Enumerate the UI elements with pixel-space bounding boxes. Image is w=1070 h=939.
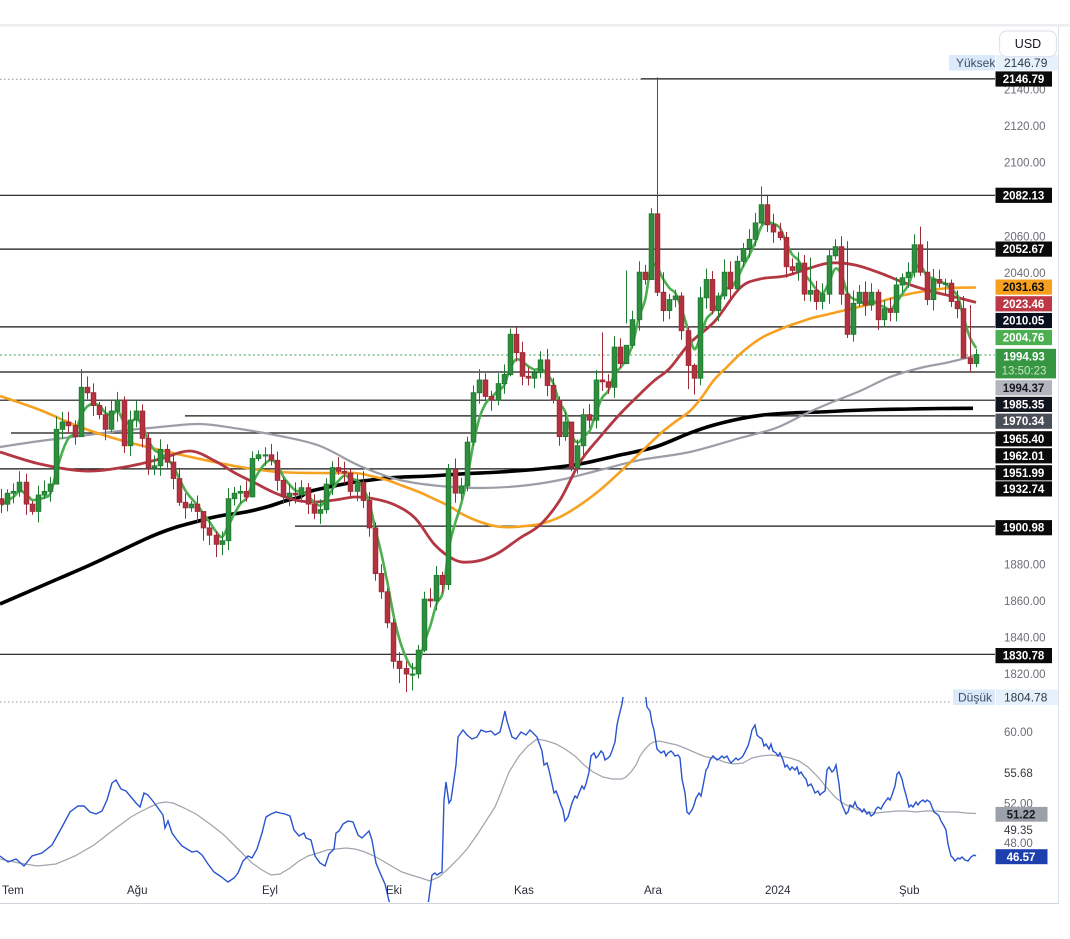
svg-text:Eki: Eki	[386, 885, 402, 897]
svg-text:Ağu: Ağu	[127, 885, 147, 897]
svg-text:2052.67: 2052.67	[1003, 244, 1045, 256]
svg-text:1994.37: 1994.37	[1003, 383, 1045, 395]
svg-text:Eyl: Eyl	[262, 885, 278, 897]
svg-text:1965.40: 1965.40	[1003, 434, 1045, 446]
svg-text:1860.00: 1860.00	[1004, 596, 1046, 608]
svg-text:Ara: Ara	[644, 885, 663, 897]
svg-text:1985.35: 1985.35	[1003, 399, 1045, 411]
svg-text:2004.76: 2004.76	[1003, 333, 1045, 345]
svg-text:2146.79: 2146.79	[1003, 74, 1045, 86]
svg-text:1900.98: 1900.98	[1003, 523, 1045, 535]
svg-text:60.00: 60.00	[1004, 727, 1033, 739]
svg-text:2060.00: 2060.00	[1004, 232, 1046, 244]
svg-text:55.68: 55.68	[1004, 768, 1033, 780]
svg-text:1962.01: 1962.01	[1003, 451, 1045, 463]
svg-text:1820.00: 1820.00	[1004, 669, 1046, 681]
svg-text:Şub: Şub	[899, 885, 919, 897]
svg-text:2024: 2024	[765, 885, 791, 897]
svg-text:46.57: 46.57	[1007, 852, 1036, 864]
svg-text:2023.46: 2023.46	[1003, 299, 1045, 311]
svg-text:1994.93: 1994.93	[1003, 352, 1045, 364]
svg-text:1951.99: 1951.99	[1003, 468, 1045, 480]
svg-text:1970.34: 1970.34	[1003, 416, 1045, 428]
svg-text:2100.00: 2100.00	[1004, 158, 1046, 170]
svg-text:1880.00: 1880.00	[1004, 559, 1046, 571]
svg-text:Kas: Kas	[514, 885, 534, 897]
svg-text:USD: USD	[1015, 37, 1041, 51]
svg-text:1932.74: 1932.74	[1003, 484, 1045, 496]
svg-text:2140.00: 2140.00	[1004, 85, 1046, 97]
svg-text:51.22: 51.22	[1007, 810, 1036, 822]
svg-text:1840.00: 1840.00	[1004, 633, 1046, 645]
svg-text:13:50:23: 13:50:23	[1002, 366, 1047, 378]
svg-text:1804.78: 1804.78	[1004, 691, 1048, 705]
svg-text:2031.63: 2031.63	[1003, 282, 1045, 294]
svg-text:2040.00: 2040.00	[1004, 268, 1046, 280]
svg-text:Tem: Tem	[2, 885, 24, 897]
svg-text:48.00: 48.00	[1004, 838, 1033, 850]
svg-text:49.35: 49.35	[1004, 825, 1033, 837]
svg-text:2120.00: 2120.00	[1004, 121, 1046, 133]
svg-text:1830.78: 1830.78	[1003, 651, 1045, 663]
svg-text:Düşük: Düşük	[958, 691, 993, 705]
svg-text:Yüksek: Yüksek	[956, 56, 996, 70]
svg-text:2146.79: 2146.79	[1004, 56, 1048, 70]
svg-text:2082.13: 2082.13	[1003, 190, 1045, 202]
svg-text:2010.05: 2010.05	[1003, 316, 1045, 328]
